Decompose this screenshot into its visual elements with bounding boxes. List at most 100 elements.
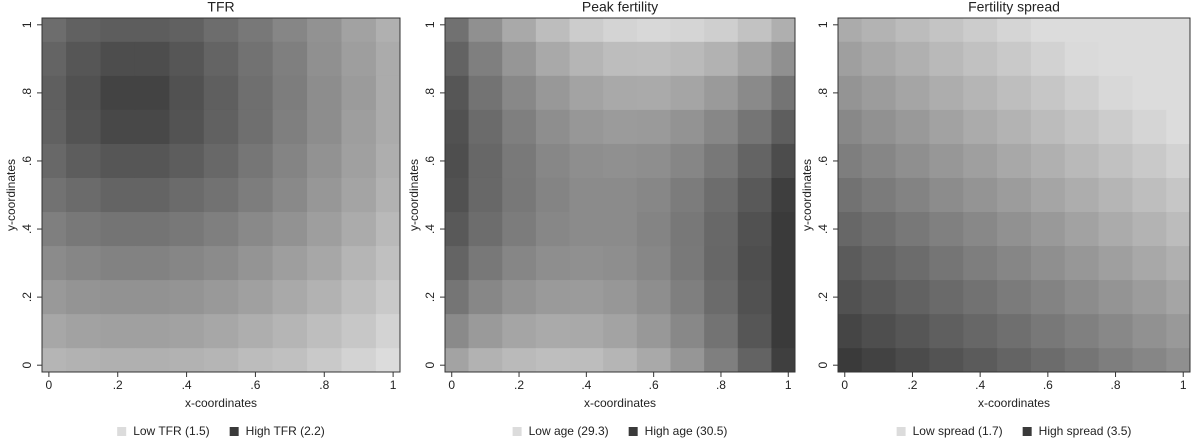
contour-cell [203,177,239,213]
contour-cell [238,280,274,315]
contour-cell [42,280,67,315]
contour-cell [1030,280,1066,315]
contour-cell [569,348,604,372]
contour-cell [704,177,739,213]
contour-cell [375,246,400,281]
contour-cell [636,75,672,111]
contour-cell [861,75,897,111]
contour-cell [1166,75,1190,111]
contour-cell [997,314,1032,349]
contour-cell [704,143,739,179]
contour-cell [1030,18,1066,43]
x-tick-label: .2 [514,378,524,392]
contour-cell [1098,348,1134,372]
contour-cell [861,280,897,315]
panel: 0 .2 .4 .6 .8 1 0 .2 .4 .6 .8 1 TFR x-coordinates y-co… [4,0,401,438]
contour-cell [1132,348,1167,372]
contour-cell [375,177,400,213]
contour-cell [203,41,239,77]
contour-cell [603,18,638,43]
contour-cell [1098,280,1134,315]
contour-cell [169,212,205,247]
contour-cell [569,18,604,43]
contour-cell [203,314,239,349]
contour-cell [670,75,705,111]
contour-cell [861,109,897,145]
contour-cell [861,143,897,179]
contour-cell [670,143,705,179]
contour-cell [737,314,773,349]
contour-cell [1098,109,1134,145]
contour-cell [42,18,67,43]
contour-cell [66,280,102,315]
contour-cell [307,177,343,213]
contour-cell [963,212,998,247]
contour-cell [895,41,930,77]
contour-cell [838,177,863,213]
contour-cell [100,280,136,315]
legend-swatch [512,427,522,436]
contour-cell [1132,75,1167,111]
x-tick-label: .6 [649,378,659,392]
contour-cell [670,348,705,372]
contour-cell [737,212,773,247]
contour-cell [169,348,205,372]
contour-cell [1098,314,1134,349]
contour-cell [134,348,170,372]
contour-cell [670,280,705,315]
contour-cell [704,246,739,281]
contour-cell [169,143,205,179]
y-axis-label: y-coordinates [4,159,18,231]
contour-cell [963,280,998,315]
contour-cell [468,177,503,213]
cells [42,18,400,372]
contour-cell [997,280,1032,315]
y-tick-label: 1 [423,21,437,28]
contour-cell [238,212,274,247]
contour-cell [169,314,205,349]
contour-cell [238,41,274,77]
contour-cell [535,41,571,77]
contour-cell [468,246,503,281]
contour-cell [603,314,638,349]
contour-cell [238,143,274,179]
contour-cell [636,246,672,281]
contour-cell [341,314,377,349]
legend-swatch [628,427,638,436]
contour-cell [704,212,739,247]
contour-cell [1098,212,1134,247]
contour-cell [272,18,308,43]
chart-title: Fertility spread [968,0,1060,15]
legend: Low age (29.3) High age (30.5) [512,424,728,438]
legend-label: High age (30.5) [645,424,728,438]
contour-cell [1166,177,1190,213]
contour-cell [100,177,136,213]
contour-cell [502,280,537,315]
contour-cell [1064,75,1100,111]
contour-cell [341,41,377,77]
contour-cell [771,75,795,111]
contour-cell [238,177,274,213]
contour-cell [771,143,795,179]
contour-cell [1132,109,1167,145]
x-axis-label: x-coordinates [584,396,656,410]
contour-cell [341,348,377,372]
contour-cell [502,18,537,43]
contour-cell [238,314,274,349]
chart-title: Peak fertility [582,0,658,15]
contour-cell [307,314,343,349]
contour-cell [1064,212,1100,247]
contour-cell [603,280,638,315]
contour-cell [468,109,503,145]
contour-cell [603,177,638,213]
y-tick-label: 1 [816,21,830,28]
x-tick-label: .8 [1111,378,1121,392]
contour-cell [238,75,274,111]
contour-cell [42,109,67,145]
contour-cell [997,109,1032,145]
contour-cell [838,41,863,77]
contour-cell [636,41,672,77]
contour-cell [169,109,205,145]
contour-cell [307,348,343,372]
